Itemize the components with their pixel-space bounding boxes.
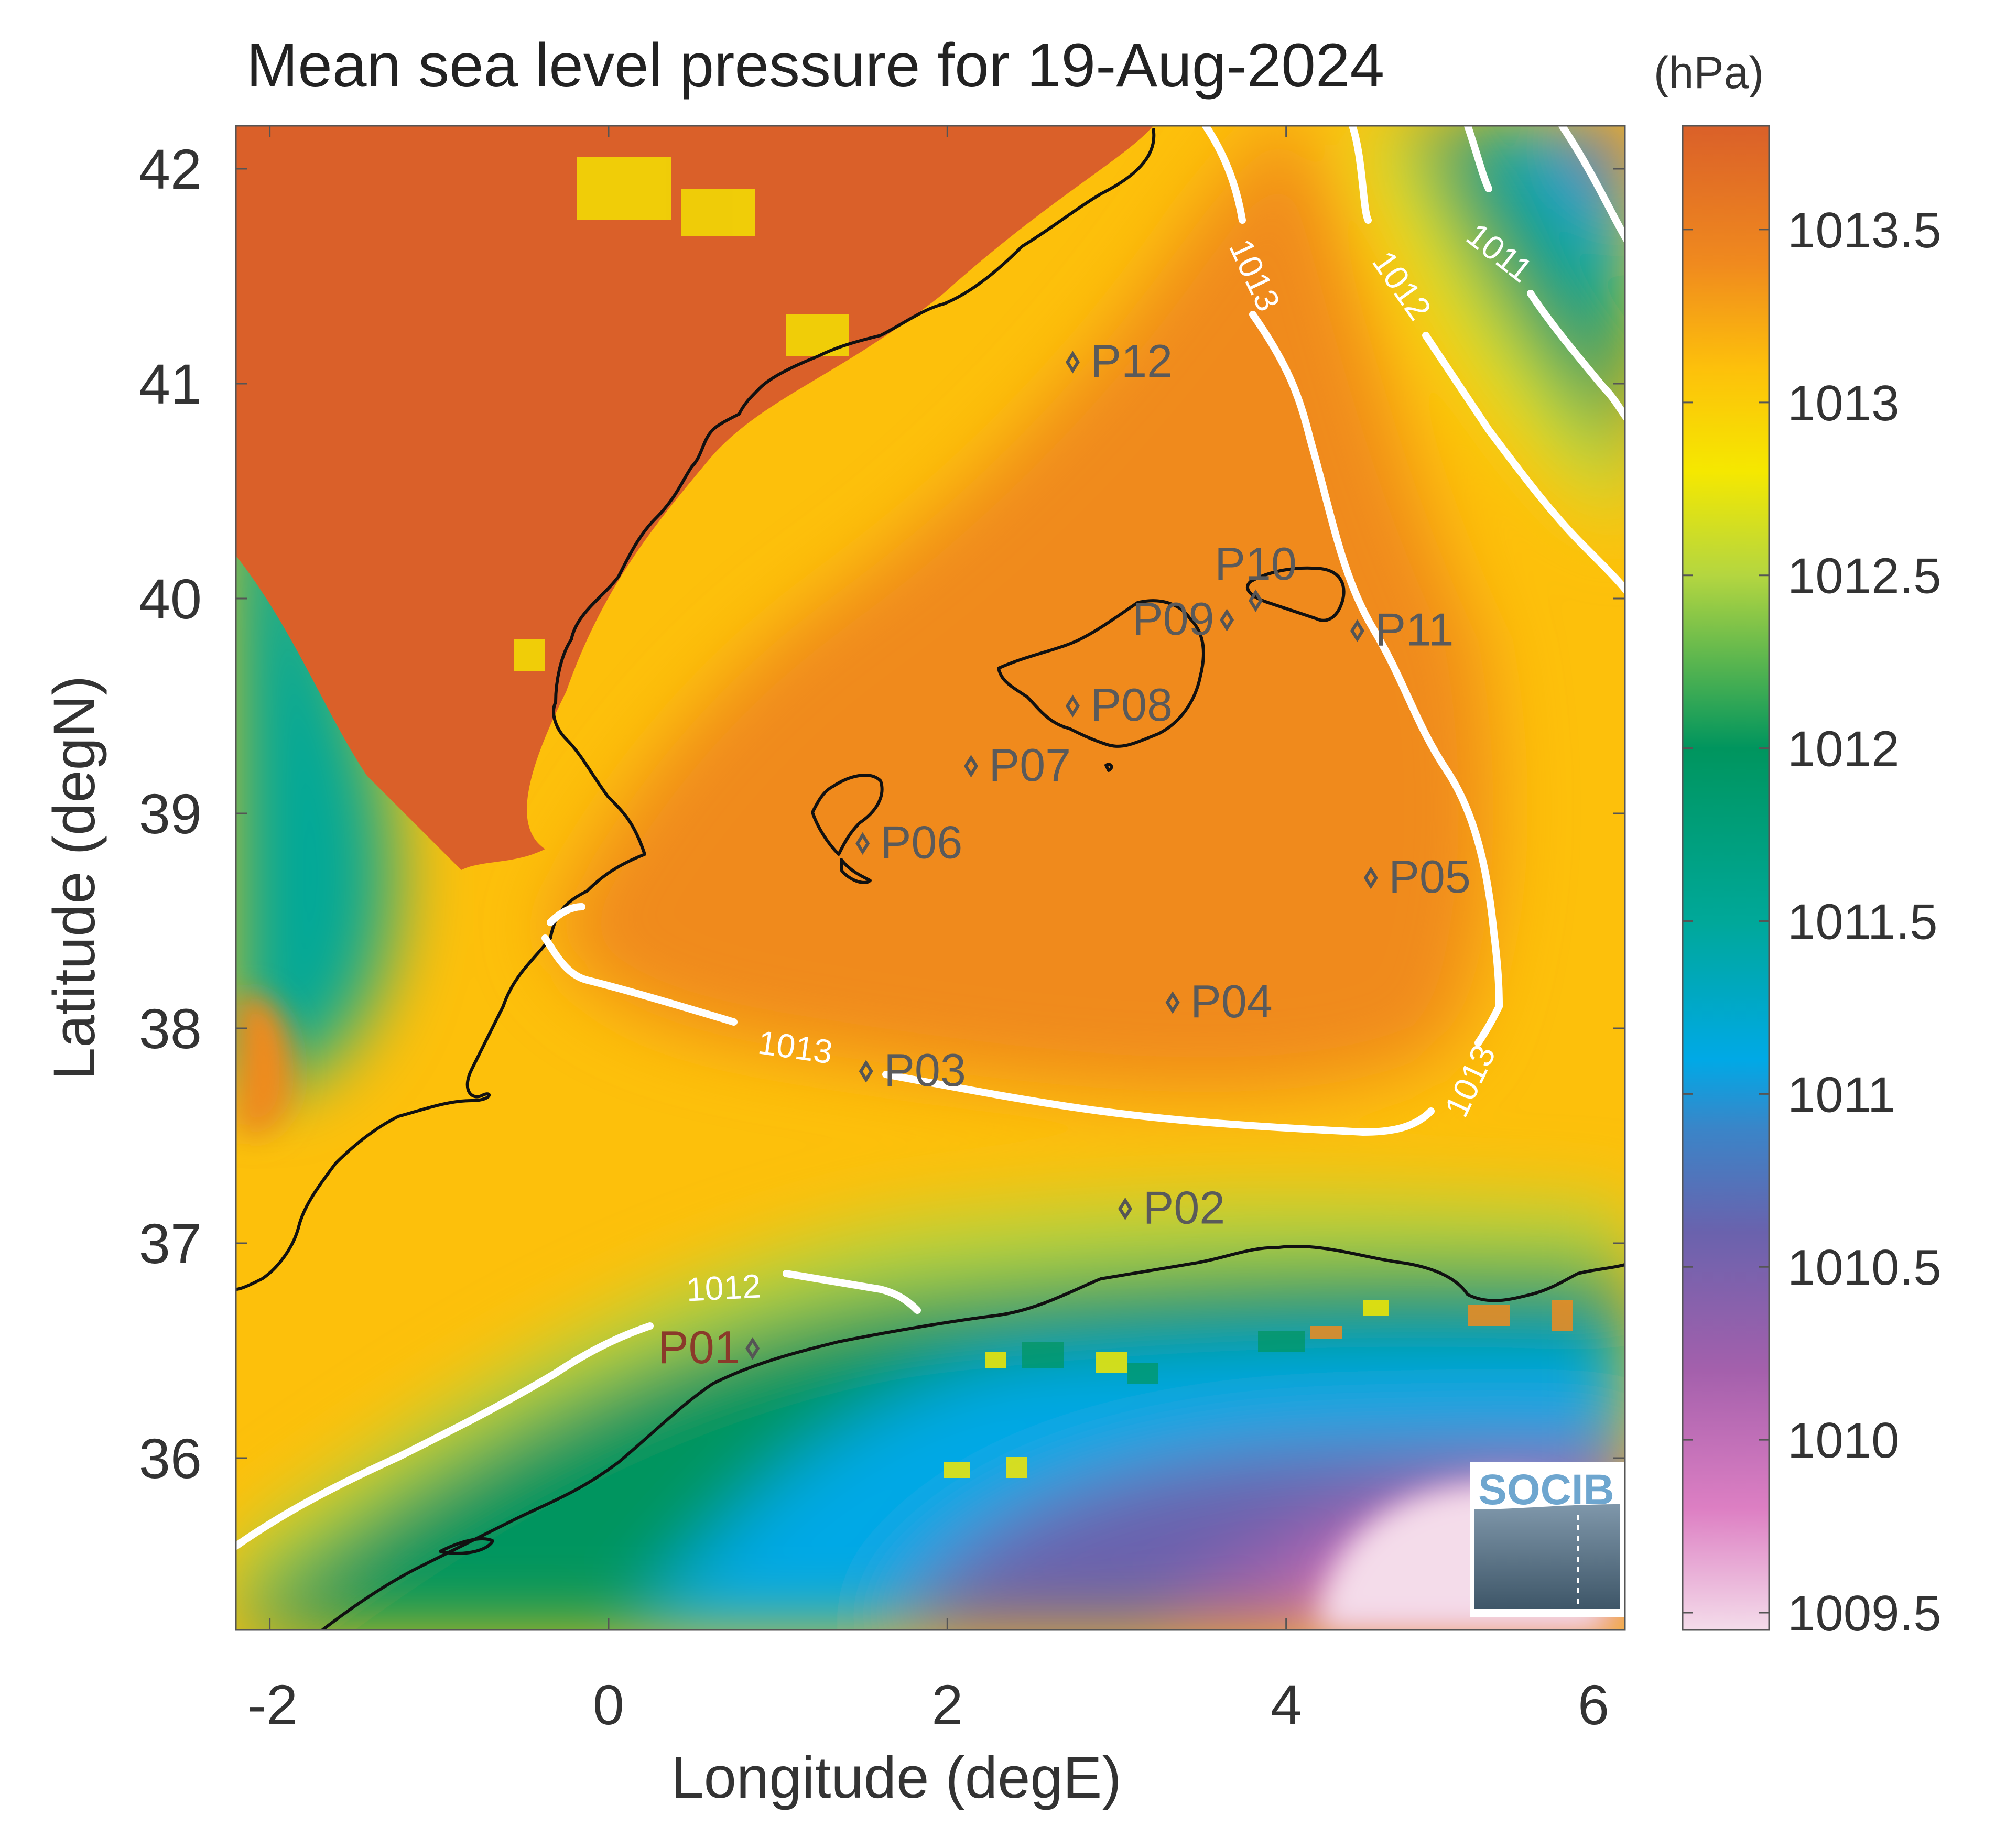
coastline [236, 128, 1625, 1630]
contour-label: 1012 [685, 1267, 762, 1308]
x-axis-label: Longitude (degE) [671, 1745, 1121, 1810]
colorbar-tick-label: 1012 [1787, 721, 1900, 777]
x-tick-label: 4 [1271, 1673, 1302, 1736]
colorbar-ramp [1682, 125, 1770, 1631]
y-axis: 36 37 38 39 40 41 42 [139, 137, 1625, 1490]
station-marker [964, 755, 979, 778]
station-label: P08 [1090, 679, 1173, 731]
y-axis-label: Latitude (degN) [41, 676, 107, 1080]
station-p02: P02 [1118, 1181, 1226, 1233]
colorbar-tick-label: 1011 [1787, 1067, 1895, 1123]
colorbar-tick-label: 1012.5 [1787, 548, 1942, 604]
socib-logo: SOCIB [1470, 1462, 1625, 1617]
y-tick-label: 36 [139, 1427, 202, 1490]
station-marker [745, 1337, 760, 1360]
station-label: P10 [1215, 538, 1297, 590]
station-p12: P12 [1065, 335, 1173, 387]
x-tick-label: -2 [247, 1673, 298, 1736]
station-p10: P10 [1215, 538, 1297, 612]
colorbar-tick-label: 1013 [1787, 375, 1900, 431]
y-tick-label: 37 [139, 1212, 202, 1275]
x-axis: -2 0 2 4 6 [247, 126, 1626, 1736]
station-label: P05 [1389, 851, 1471, 903]
station-p06: P06 [855, 816, 963, 868]
colorbar: 1009.5 1010 1010.5 1011 1011.5 1012 1012.5 1013… [1682, 125, 1942, 1642]
y-tick-label: 40 [139, 567, 202, 631]
station-marker [1350, 619, 1364, 643]
logo-text: SOCIB [1478, 1466, 1614, 1514]
station-label: P07 [989, 739, 1071, 791]
map-frame [235, 125, 1626, 1631]
x-tick-label: 2 [931, 1673, 963, 1736]
station-p08: P08 [1065, 679, 1173, 731]
station-label: P01 [658, 1321, 740, 1373]
colorbar-ticks: 1009.5 1010 1010.5 1011 1011.5 1012 1012.5 1013… [1683, 202, 1942, 1642]
station-p09: P09 [1132, 593, 1234, 645]
station-label: P03 [884, 1044, 966, 1096]
station-label: P04 [1190, 975, 1273, 1027]
colorbar-tick-label: 1009.5 [1787, 1585, 1942, 1642]
x-tick-label: 6 [1578, 1673, 1609, 1736]
station-label: P11 [1375, 604, 1454, 656]
y-tick-label: 39 [139, 782, 202, 845]
station-label: P09 [1132, 593, 1215, 645]
station-marker [1065, 694, 1080, 718]
isobar-contours [236, 126, 1625, 1550]
x-tick-label: 0 [593, 1673, 624, 1736]
station-p01: P01 [658, 1321, 760, 1373]
station-marker [1248, 589, 1263, 612]
station-marker [855, 832, 870, 855]
map-title: Mean sea level pressure for 19-Aug-2024 [246, 31, 1384, 100]
colorbar-tick-label: 1013.5 [1787, 202, 1942, 258]
colorbar-tick-label: 1011.5 [1787, 894, 1938, 950]
station-marker [859, 1060, 873, 1083]
y-tick-label: 38 [139, 997, 202, 1060]
station-label: P02 [1143, 1181, 1226, 1233]
station-p05: P05 [1363, 851, 1471, 903]
station-p07: P07 [964, 739, 1071, 791]
station-label: P06 [881, 816, 963, 868]
station-marker [1363, 866, 1378, 889]
station-p04: P04 [1165, 975, 1273, 1027]
station-p03: P03 [859, 1044, 966, 1096]
station-label: P12 [1090, 335, 1173, 387]
station-marker [1118, 1197, 1133, 1221]
colorbar-units: (hPa) [1654, 48, 1764, 98]
station-marker [1065, 351, 1080, 374]
colorbar-tick-label: 1010 [1787, 1412, 1900, 1469]
y-tick-label: 41 [139, 352, 202, 416]
colorbar-tick-label: 1010.5 [1787, 1240, 1942, 1296]
station-marker [1165, 991, 1180, 1014]
station-marker [1220, 608, 1234, 632]
station-p11: P11 [1350, 604, 1454, 656]
y-tick-label: 42 [139, 137, 202, 201]
